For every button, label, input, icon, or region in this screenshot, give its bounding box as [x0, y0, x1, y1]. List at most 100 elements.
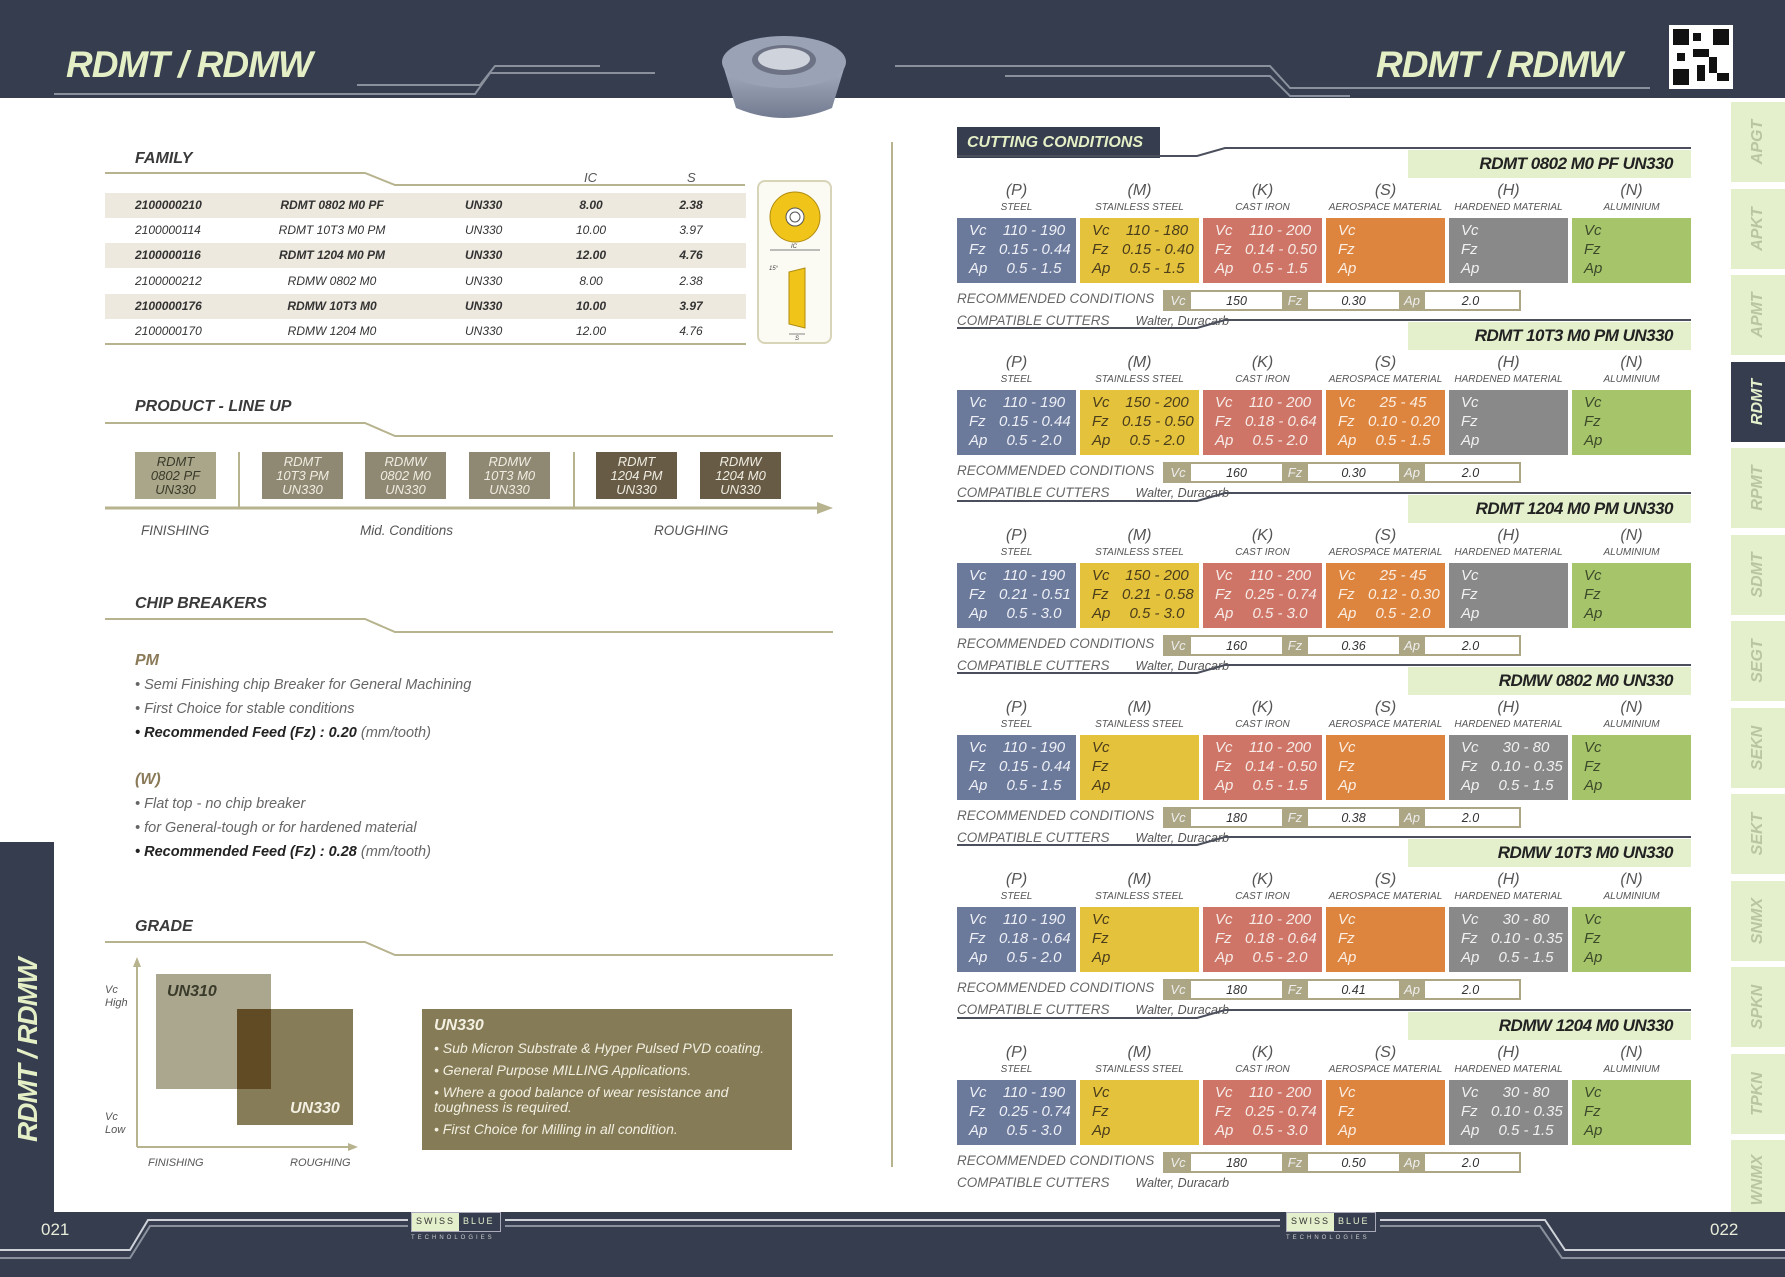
- family-table-row: 2100000176 RDMW 10T3 M0 UN330 10.00 3.97: [105, 293, 746, 319]
- material-letter: (S): [1374, 698, 1397, 716]
- logo-text-a: SWISS: [412, 1213, 460, 1231]
- side-tab-sekt[interactable]: SEKT: [1731, 794, 1785, 874]
- param-label: Vc: [1584, 394, 1602, 412]
- param-label: Fz: [1215, 757, 1232, 775]
- side-tab-segt[interactable]: SEGT: [1731, 621, 1785, 701]
- material-letter: (K): [1251, 182, 1274, 199]
- material-values-box: Vc 110 - 190 Fz 0.15 - 0.44 Ap 0.5 - 2.0: [957, 390, 1076, 456]
- param-value: 110 - 190: [1002, 738, 1066, 756]
- material-values-box: Vc Fz Ap: [1080, 1079, 1199, 1145]
- param-value: 0.15 - 0.44: [999, 241, 1071, 258]
- param-row: Vc 110 - 190: [969, 1083, 1076, 1102]
- material-values-box: Vc 110 - 200 Fz 0.25 - 0.74 Ap 0.5 - 3.0: [1203, 1079, 1322, 1145]
- side-tab-wnmx[interactable]: WNMX: [1731, 1140, 1785, 1220]
- family-cell-grade: UN330: [465, 223, 503, 238]
- material-letter: (S): [1374, 354, 1397, 372]
- side-tab-rdmt[interactable]: RDMT: [1731, 361, 1785, 442]
- section-rule: [957, 491, 1691, 502]
- material-header: (N) ALUMINIUM: [1572, 1044, 1691, 1075]
- section-rule: [957, 1008, 1691, 1019]
- param-row: Ap 0.5 - 3.0: [1215, 604, 1322, 623]
- param-value: 110 - 190: [1002, 222, 1066, 239]
- family-cell-grade: UN330: [465, 198, 503, 212]
- material-header: (H) HARDENED MATERIAL: [1449, 527, 1568, 558]
- param-row: Vc: [1338, 910, 1445, 929]
- lineup-item-line: UN330: [385, 482, 426, 497]
- material-values-box: Vc 110 - 190 Fz 0.18 - 0.64 Ap 0.5 - 2.0: [957, 907, 1076, 973]
- side-tab-apmt[interactable]: APMT: [1731, 275, 1785, 355]
- family-table-row: 2100000114 RDMT 10T3 M0 PM UN330 10.00 3.97: [105, 218, 746, 243]
- param-label: Vc: [1338, 394, 1356, 412]
- param-label: Vc: [1338, 1083, 1356, 1101]
- material-header: (P) STEEL: [957, 699, 1076, 730]
- param-value: 0.18 - 0.64: [1245, 413, 1317, 431]
- compatible-cutters: COMPATIBLE CUTTERS Walter, Duracarb: [957, 485, 1229, 500]
- cutting-section: RDMT 0802 M0 PF UN330 (P) STEEL Vc 110 - 190…: [957, 147, 1691, 328]
- material-name: STAINLESS STEEL: [1095, 1063, 1184, 1075]
- compatible-cutters: COMPATIBLE CUTTERS Walter, Duracarb: [957, 1002, 1229, 1017]
- page-title-right: RDMT / RDMW: [1376, 44, 1623, 85]
- lineup-item-line: 0802 PF: [150, 468, 201, 483]
- cutting-conditions-heading: CUTTING CONDITIONS: [957, 127, 1160, 158]
- param-row: Fz 0.21 - 0.58: [1092, 585, 1199, 604]
- material-values-box: Vc Fz Ap: [1572, 907, 1691, 973]
- footer-decor-lines: [0, 1219, 1785, 1259]
- param-row: Vc 110 - 190: [969, 221, 1076, 240]
- param-value: 110 - 190: [1002, 566, 1066, 584]
- lineup-finishing-label: FINISHING: [141, 523, 210, 538]
- material-name: CAST IRON: [1235, 202, 1290, 213]
- param-label: Fz: [1461, 585, 1478, 603]
- rec-fz-value: 0.38: [1308, 808, 1399, 826]
- param-label: Fz: [969, 585, 986, 603]
- side-tab-sdmt[interactable]: SDMT: [1731, 534, 1785, 615]
- param-label: Vc: [1584, 566, 1602, 584]
- param-row: Ap 0.5 - 1.5: [969, 776, 1076, 795]
- param-row: Ap 0.5 - 2.0: [969, 431, 1076, 450]
- lineup-item-line: RDMW: [719, 454, 762, 469]
- side-tab-tpkn[interactable]: TPKN: [1731, 1053, 1785, 1134]
- angle-dim-label: 15°: [769, 266, 779, 272]
- side-tab-rpmt[interactable]: RPMT: [1731, 448, 1785, 528]
- material-values-box: Vc Fz Ap: [1449, 390, 1568, 456]
- side-tab-apkt[interactable]: APKT: [1731, 188, 1785, 269]
- qr-code-icon: [1669, 25, 1733, 89]
- material-letter: (K): [1251, 526, 1274, 544]
- rec-vc-label: Vc: [1165, 292, 1191, 309]
- param-label: Ap: [969, 432, 988, 450]
- material-name: AEROSPACE MATERIAL: [1328, 891, 1443, 903]
- insert-diagram: IC 15° S: [757, 180, 832, 344]
- material-header: (H) HARDENED MATERIAL: [1449, 182, 1568, 213]
- material-letter: (P): [1005, 1043, 1028, 1061]
- side-tab-spkn[interactable]: SPKN: [1731, 967, 1785, 1047]
- compatible-cutters: COMPATIBLE CUTTERS Walter, Duracarb: [957, 658, 1229, 673]
- param-row: Vc 110 - 200: [1215, 566, 1322, 585]
- rec-fz-value: 0.30: [1308, 464, 1399, 482]
- param-row: Fz 0.15 - 0.44: [969, 240, 1076, 259]
- grade-chart: [133, 957, 358, 1151]
- param-value: 0.15 - 0.44: [999, 757, 1071, 775]
- material-name: STAINLESS STEEL: [1095, 891, 1184, 903]
- param-value: 110 - 200: [1248, 911, 1312, 929]
- param-label: Fz: [1338, 930, 1355, 948]
- param-row: Ap 0.5 - 1.5: [1461, 776, 1568, 795]
- side-tab-apgt[interactable]: APGT: [1731, 102, 1785, 182]
- section-rule: [957, 663, 1691, 674]
- material-letter: (N): [1620, 182, 1643, 199]
- compatible-cutters: COMPATIBLE CUTTERS Walter, Duracarb: [957, 830, 1229, 845]
- rec-fz-label: Fz: [1282, 1153, 1308, 1171]
- family-rule: [105, 172, 745, 186]
- param-label: Ap: [1584, 260, 1603, 277]
- param-label: Fz: [1338, 585, 1355, 603]
- material-name: ALUMINIUM: [1603, 202, 1660, 213]
- param-row: Ap: [1338, 948, 1445, 967]
- side-tab-sekn[interactable]: SEKN: [1731, 707, 1785, 788]
- side-tab-label: RPMT: [1749, 465, 1766, 511]
- family-cell-name: RDMT 10T3 M0 PM: [278, 223, 386, 238]
- side-tab-snmx[interactable]: SNMX: [1731, 880, 1785, 961]
- param-label: Fz: [969, 930, 986, 948]
- material-letter: (H): [1497, 182, 1520, 199]
- param-label: Fz: [1461, 413, 1478, 431]
- lineup-item-line: UN330: [720, 482, 761, 497]
- param-row: Ap: [1461, 259, 1568, 278]
- logo-text-b: BLUE: [463, 1216, 495, 1226]
